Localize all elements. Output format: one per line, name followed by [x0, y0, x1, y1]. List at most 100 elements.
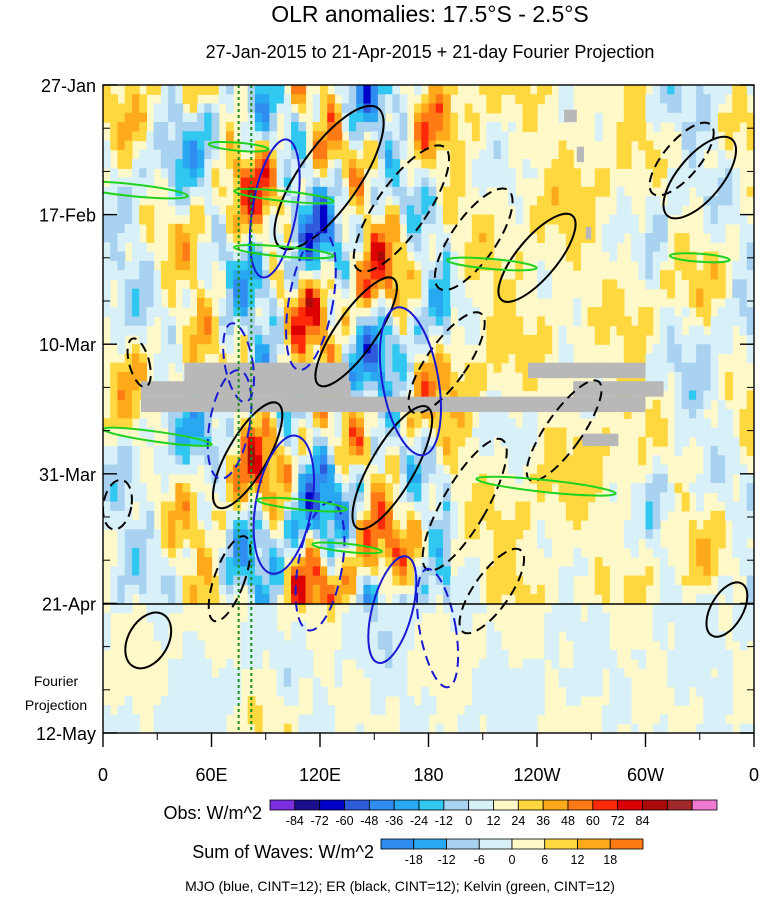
heat-cell [175, 668, 184, 679]
heat-cell [551, 612, 560, 623]
heat-cell [139, 103, 147, 114]
heat-cell [399, 353, 408, 364]
heat-cell [276, 427, 285, 438]
heat-cell [153, 149, 162, 160]
er-contour [314, 276, 398, 388]
heat-cell [710, 603, 719, 614]
heat-cell [197, 223, 205, 234]
heat-cell [385, 520, 393, 530]
heat-cell [645, 159, 654, 169]
heat-cell [435, 584, 444, 595]
heat-cell [168, 168, 176, 179]
heat-cell [327, 334, 336, 345]
heat-cell [182, 159, 191, 169]
heat-cell [522, 520, 531, 530]
heat-cell [341, 85, 350, 95]
heat-cell [175, 103, 184, 114]
heat-cell [385, 140, 393, 151]
heat-cell [189, 94, 198, 105]
heat-cell [204, 270, 213, 280]
heat-cell [442, 334, 451, 345]
heat-cell [537, 529, 545, 540]
heat-cell [283, 177, 292, 188]
heat-cell [464, 566, 473, 577]
heat-cell [406, 714, 415, 725]
heat-cell [298, 251, 307, 262]
heat-cell [587, 409, 596, 419]
heat-cell [348, 94, 357, 105]
heat-cell [710, 557, 719, 567]
heat-cell [283, 122, 292, 132]
heat-cell [471, 251, 480, 262]
heat-cell [124, 723, 133, 733]
heat-cell [283, 529, 292, 540]
heat-cell [674, 436, 683, 447]
colorbar-box [542, 799, 569, 811]
heat-cell [269, 316, 278, 327]
heat-cell [399, 205, 408, 216]
heat-cell [602, 168, 610, 179]
heat-cell [283, 131, 292, 142]
heat-cell [486, 260, 495, 271]
heat-cell [746, 510, 754, 521]
heat-cell [464, 427, 473, 438]
heat-cell [197, 547, 205, 558]
heat-cell [573, 501, 581, 512]
heat-cell [623, 677, 632, 688]
heat-cell [211, 510, 220, 521]
heat-cell [348, 85, 357, 95]
heat-cell [103, 233, 111, 243]
heat-cell [247, 695, 256, 706]
heat-cell [631, 492, 639, 503]
heat-cell [103, 510, 111, 521]
heat-cell [356, 214, 364, 225]
heat-cell [435, 270, 444, 280]
heat-cell [291, 492, 299, 503]
heat-cell [457, 427, 466, 438]
heat-cell [537, 520, 545, 530]
heat-cell [659, 381, 668, 392]
heat-cell [240, 177, 249, 188]
heat-cell [696, 658, 704, 669]
heat-cell [392, 631, 401, 642]
heat-cell [211, 149, 220, 160]
heat-cell [652, 483, 661, 493]
heat-cell [160, 566, 169, 577]
heat-cell [399, 270, 408, 280]
heat-cell [522, 686, 531, 697]
heat-cell [392, 371, 401, 382]
heat-cell [558, 436, 567, 447]
heat-cell [659, 344, 668, 355]
heat-cell [262, 529, 270, 540]
heat-cell [276, 677, 285, 688]
heat-cell [638, 131, 647, 142]
heat-cell [291, 510, 299, 521]
heat-cell [544, 612, 553, 623]
heat-cell [175, 168, 184, 179]
heat-cell [189, 640, 198, 651]
heat-cell [189, 714, 198, 725]
heat-cell [746, 557, 754, 567]
heat-cell [594, 621, 603, 632]
heat-cell [204, 260, 213, 271]
heat-cell [659, 334, 668, 345]
y-tick-label: 12-May [36, 724, 96, 744]
heat-cell [131, 270, 140, 280]
heat-cell [500, 149, 509, 160]
heat-cell [197, 288, 205, 299]
heat-cell [717, 205, 726, 216]
heat-cell [710, 94, 719, 105]
heat-cell [558, 205, 567, 216]
missing-data-patch [564, 109, 577, 123]
heat-cell [168, 705, 176, 716]
heat-cell [291, 621, 299, 632]
heat-cell [356, 196, 364, 206]
heat-cell [160, 418, 169, 429]
heat-cell [616, 149, 625, 160]
heat-cell [153, 723, 162, 733]
heat-cell [117, 529, 126, 540]
heat-cell [182, 196, 191, 206]
heat-cell [725, 409, 733, 419]
heat-cell [283, 501, 292, 512]
heat-cell [247, 427, 256, 438]
